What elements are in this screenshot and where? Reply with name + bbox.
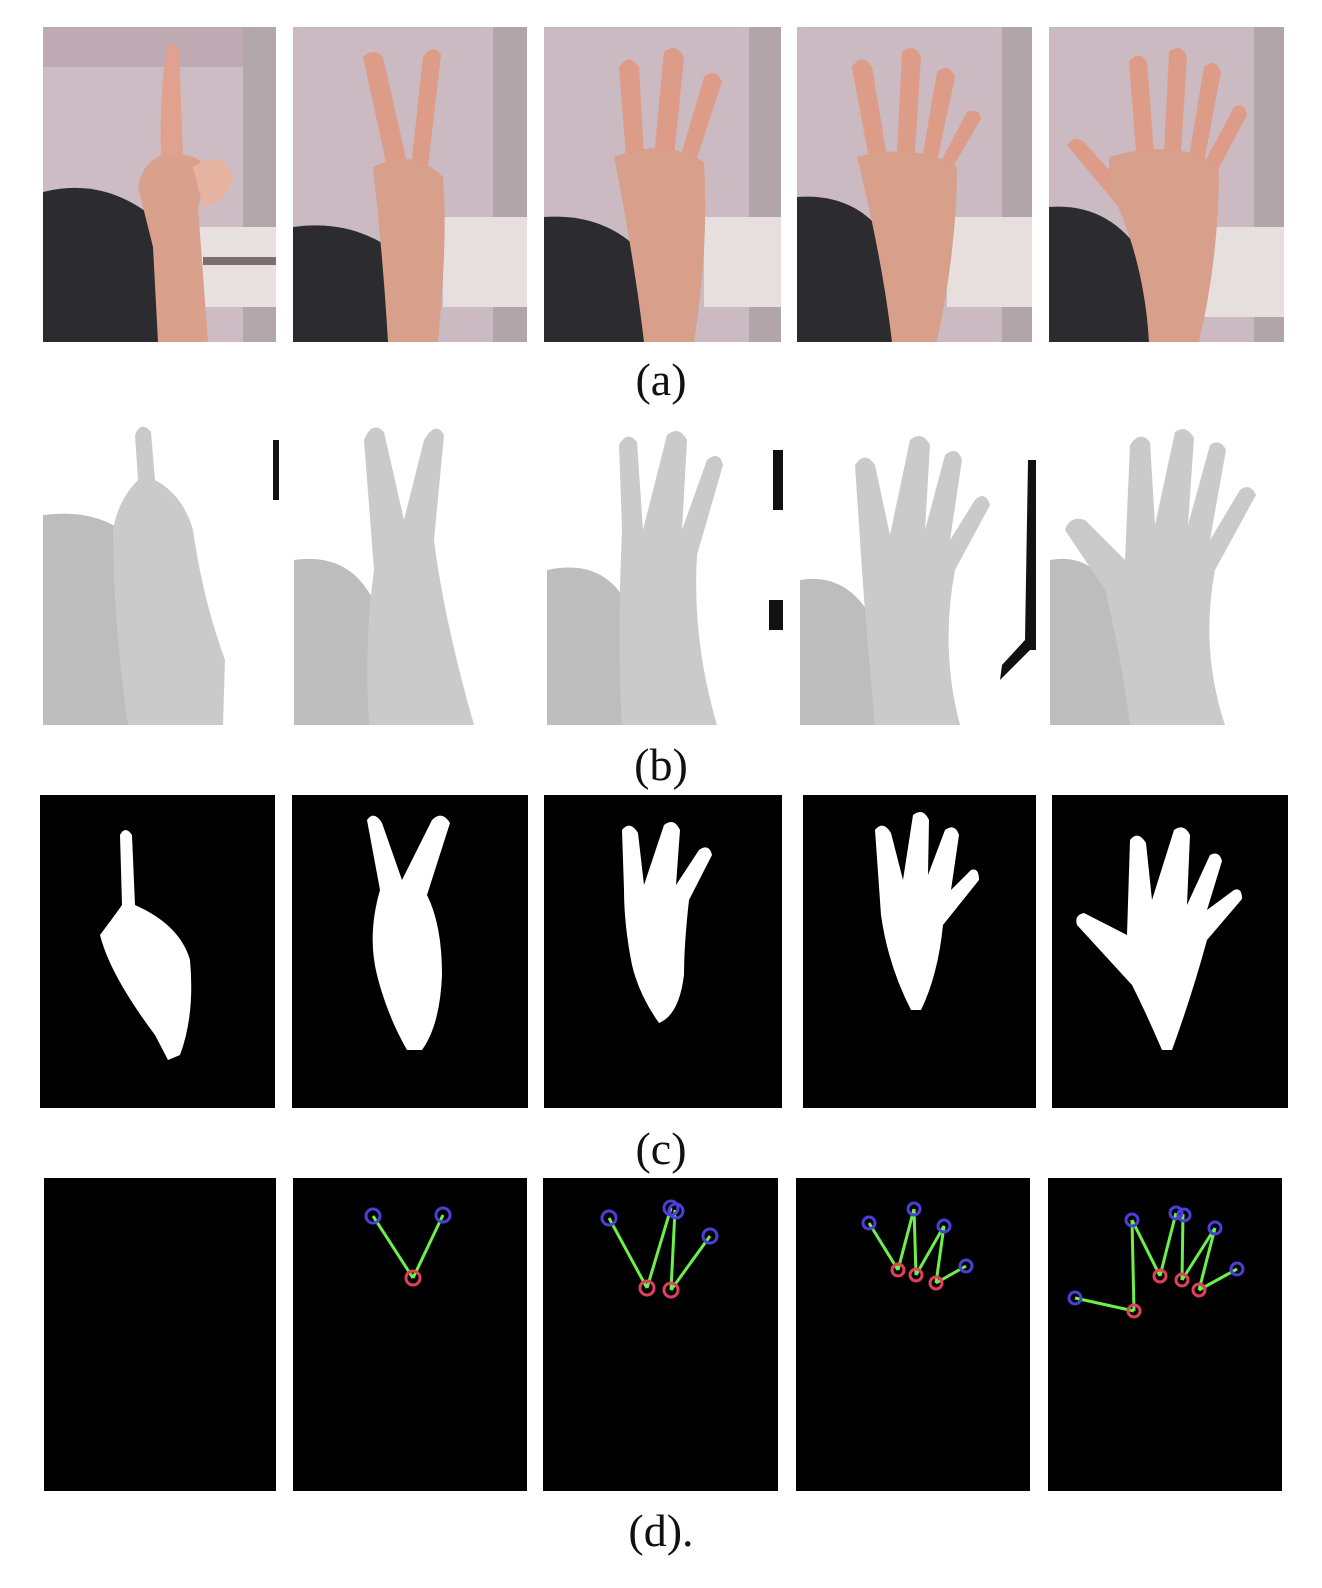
mask-2-fingers	[292, 795, 528, 1108]
caption-c: (c)	[635, 1123, 687, 1174]
depth-map-2-fingers	[294, 420, 530, 725]
caption-d: (d).	[628, 1505, 694, 1556]
rgb-photo-2-fingers	[293, 27, 527, 342]
caption-a: (a)	[635, 354, 687, 405]
mask-5-fingers	[1052, 795, 1288, 1108]
fingertips-1-finger	[44, 1178, 276, 1491]
fingertips-5-fingers	[1048, 1178, 1282, 1491]
depth-map-1-finger	[43, 420, 279, 725]
depth-map-3-fingers	[547, 420, 783, 725]
mask-3-fingers	[544, 795, 782, 1108]
depth-map-4-fingers	[800, 420, 1036, 725]
fingertips-4-fingers	[796, 1178, 1030, 1491]
fingertips-3-fingers	[543, 1178, 778, 1491]
depth-map-5-fingers	[1050, 420, 1286, 725]
rgb-photo-4-fingers	[797, 27, 1032, 342]
fingertips-2-fingers	[293, 1178, 527, 1491]
mask-4-fingers	[803, 795, 1036, 1108]
rgb-photo-3-fingers	[544, 27, 781, 342]
rgb-photo-1-finger	[43, 27, 276, 342]
rgb-photo-5-fingers	[1049, 27, 1284, 342]
mask-1-finger	[40, 795, 275, 1108]
caption-b: (b)	[634, 739, 688, 790]
